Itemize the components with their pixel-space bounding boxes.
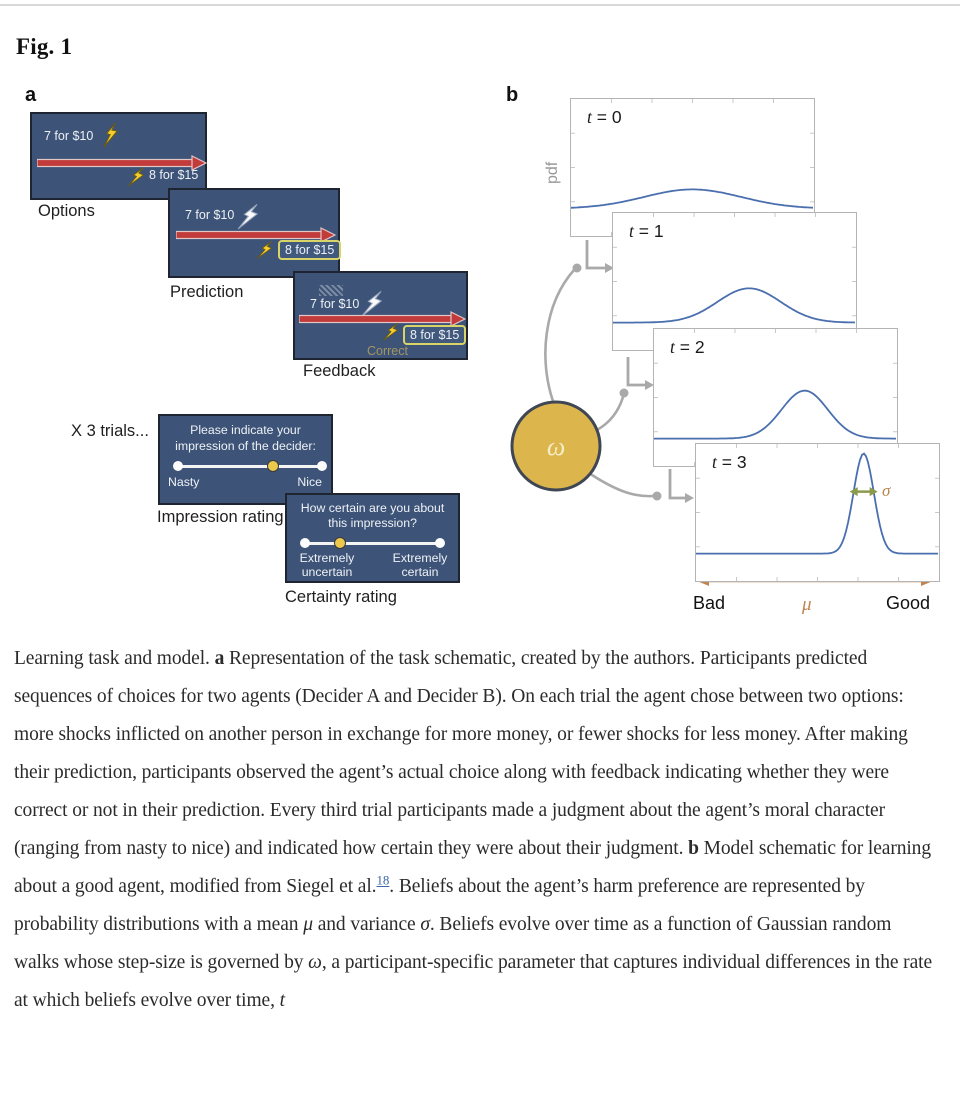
belief-plot-t3: t = 3 σ	[695, 443, 940, 582]
caption-text: Model schematic for learning about a goo…	[14, 838, 931, 897]
caption-text: , a participant-specific parameter that …	[14, 952, 933, 1011]
shock-icon	[256, 240, 273, 259]
step-connectors	[585, 240, 685, 500]
caption-text: Representation of the task schematic, cr…	[14, 648, 908, 859]
caption-text: b	[688, 838, 699, 859]
task-screen-feedback: 7 for $10 8 for $15 Correct	[293, 271, 468, 360]
shock-icon	[382, 322, 399, 341]
plot-time-label: t = 0	[587, 107, 622, 127]
omega-curves	[544, 268, 655, 498]
certainty-left-anchor: Extremely uncertain	[299, 551, 355, 579]
dashed-placeholder	[319, 285, 343, 296]
option-bottom-label: 8 for $15	[149, 168, 199, 182]
shock-icon	[127, 167, 145, 187]
caption-text: . Beliefs evolve over time as a function…	[14, 914, 892, 973]
connector-dots	[572, 263, 662, 501]
slider-handle	[334, 537, 347, 549]
predicted-option-chip: 8 for $15	[278, 240, 342, 260]
caption-text: a	[214, 648, 225, 669]
screen-caption-options: Options	[38, 202, 95, 220]
option-top-label: 7 for $10	[310, 297, 360, 311]
certainty-slider	[300, 537, 445, 549]
caption-text: μ	[303, 914, 313, 935]
caption-text: . Beliefs about the agent’s harm prefere…	[14, 876, 865, 935]
axis-label-good: Good	[886, 593, 931, 613]
reference-link-18[interactable]: 18	[376, 872, 390, 888]
certainty-prompt-line2: this impression?	[328, 516, 417, 530]
mu-symbol: μ	[802, 594, 812, 615]
belief-plot-t1: t = 1	[612, 212, 857, 351]
caption-text: Learning task and model.	[14, 648, 215, 669]
certainty-rating-screen: How certain are you about this impressio…	[285, 493, 460, 583]
screen-caption-prediction: Prediction	[170, 283, 244, 301]
caption-text: σ	[420, 914, 430, 935]
timeline-arrow	[299, 311, 466, 327]
certainty-right-anchor: Extremely certain	[392, 551, 448, 579]
timeline-arrow	[37, 155, 207, 171]
timeline-arrow	[176, 227, 336, 243]
task-screen-options: 7 for $10 8 for $15	[30, 112, 207, 200]
slider-end-right	[317, 461, 327, 471]
feedback-result-text: Correct	[367, 344, 408, 358]
step-arrowheads	[605, 263, 694, 503]
impression-prompt-line2: impression of the decider:	[175, 439, 316, 453]
task-screen-prediction: 7 for $10 8 for $15	[168, 188, 342, 278]
screen-caption-feedback: Feedback	[303, 362, 376, 380]
figure-title: Fig. 1	[16, 34, 73, 59]
impression-slider	[173, 460, 327, 472]
screen-caption-impression: Impression rating	[157, 508, 284, 526]
top-divider	[0, 4, 960, 6]
option-top-label: 7 for $10	[44, 129, 94, 143]
plot-time-label: t = 2	[670, 337, 705, 357]
slider-end-left	[173, 461, 183, 471]
caption-text: t	[279, 990, 285, 1011]
certainty-prompt-line1: How certain are you about	[300, 501, 445, 515]
panel-a-label: a	[25, 84, 37, 106]
figure-caption: Learning task and model. a Representatio…	[14, 640, 940, 1020]
shock-icon-selected	[237, 204, 259, 230]
impression-rating-screen: Please indicate your impression of the d…	[158, 414, 333, 505]
option-top-label: 7 for $10	[185, 208, 235, 222]
plot-time-label: t = 1	[629, 221, 664, 241]
panel-b-label: b	[506, 84, 519, 106]
plot-time-label: t = 3	[712, 452, 747, 472]
slider-end-right	[435, 538, 445, 548]
sigma-symbol: σ	[882, 481, 891, 500]
omega-symbol: ω	[547, 432, 565, 461]
caption-text: ω	[308, 952, 322, 973]
omega-node	[510, 400, 602, 492]
pdf-plot-canvas	[696, 444, 939, 581]
screen-caption-certainty: Certainty rating	[285, 588, 397, 606]
shock-icon	[103, 122, 119, 148]
trials-note: X 3 trials...	[71, 422, 149, 440]
impression-prompt-line1: Please indicate your	[190, 423, 301, 437]
impression-right-anchor: Nice	[297, 475, 322, 489]
slider-end-left	[300, 538, 310, 548]
impression-left-anchor: Nasty	[168, 475, 200, 489]
pdf-axis-label: pdf	[544, 161, 561, 184]
slider-handle	[267, 460, 280, 472]
axis-label-bad: Bad	[693, 593, 726, 613]
caption-text: and variance	[312, 914, 421, 935]
chosen-option-chip: 8 for $15	[403, 325, 467, 345]
